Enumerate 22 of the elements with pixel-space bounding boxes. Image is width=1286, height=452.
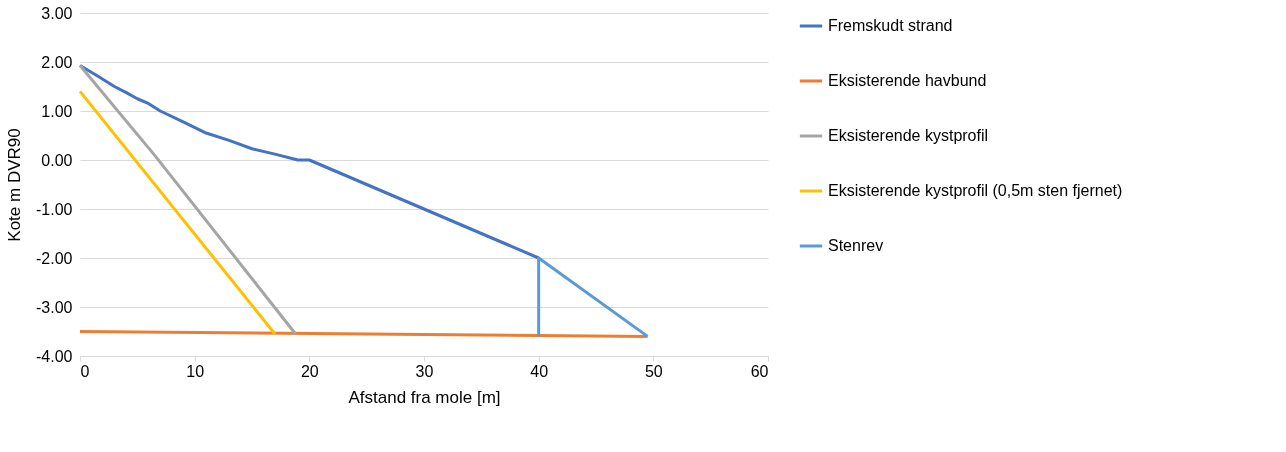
y-tick-label: -3.00	[36, 298, 73, 316]
legend-label: Eksisterende havbund	[828, 72, 987, 89]
x-tick-label: 20	[300, 362, 319, 380]
y-tick-label: 3.00	[41, 4, 73, 22]
x-tick-label: 10	[186, 362, 205, 380]
y-tick-label: -2.00	[36, 249, 73, 267]
y-tick-label: 0.00	[41, 151, 73, 169]
x-tick-label: 50	[644, 362, 663, 380]
y-tick-label: -1.00	[36, 200, 73, 218]
x-tick-label: 40	[530, 362, 549, 380]
x-tick-label: 0	[80, 362, 90, 380]
x-axis-title: Afstand fra mole [m]	[348, 387, 501, 407]
x-tick-label: 30	[415, 362, 434, 380]
legend-label: Eksisterende kystprofil	[828, 127, 989, 144]
x-tick-label: 60	[750, 362, 769, 380]
y-tick-label: 2.00	[41, 53, 73, 71]
legend-label: Stenrev	[828, 237, 884, 254]
y-tick-label: -4.00	[36, 347, 73, 365]
y-axis-title: Kote m DVR90	[5, 128, 25, 242]
y-tick-label: 1.00	[41, 102, 73, 120]
legend-label: Fremskudt strand	[828, 17, 953, 34]
legend-label: Eksisterende kystprofil (0,5m sten fjernet)	[828, 182, 1123, 199]
